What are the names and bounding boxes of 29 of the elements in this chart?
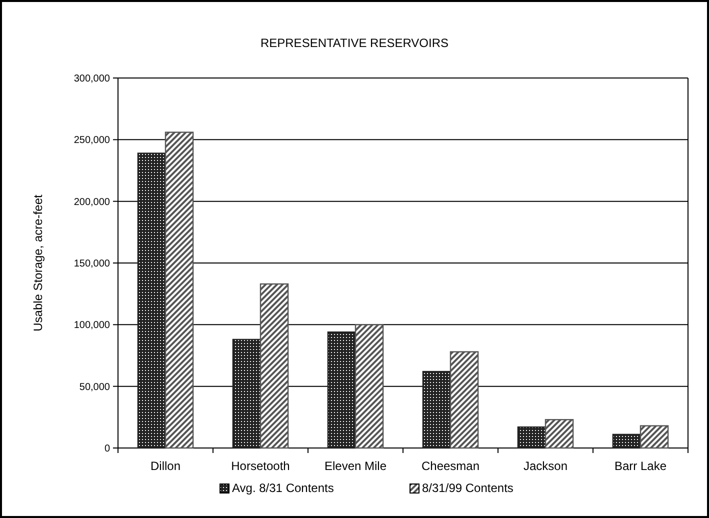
y-tick-label: 200,000: [74, 196, 110, 208]
y-tick-label: 0: [104, 444, 110, 454]
bar: [517, 426, 546, 449]
bar: [544, 419, 574, 449]
bar: [327, 331, 356, 449]
x-tick-label: Barr Lake: [614, 459, 667, 473]
legend-label: Avg. 8/31 Contents: [232, 481, 334, 495]
legend-label: 8/31/99 Contents: [422, 481, 514, 495]
bar: [164, 132, 194, 449]
y-tick-label: 100,000: [74, 320, 110, 332]
bar: [612, 434, 642, 449]
chart-title: REPRESENTATIVE RESERVOIRS: [260, 36, 449, 50]
bar: [354, 324, 384, 449]
y-tick-label: 150,000: [74, 258, 110, 270]
bar: [260, 283, 289, 449]
y-tick-label: 300,000: [74, 74, 110, 84]
x-tick-label: Cheesman: [421, 459, 480, 473]
y-tick-label: 50,000: [79, 382, 110, 393]
y-tick-label: 250,000: [74, 135, 110, 146]
bar: [137, 152, 166, 449]
bar: [232, 338, 262, 449]
x-tick-label: Jackson: [523, 459, 568, 473]
y-axis-title: Usable Storage, acre-feet: [31, 194, 45, 332]
x-tick-label: Dillon: [150, 459, 181, 473]
bar: [450, 351, 479, 449]
x-tick-label: Eleven Mile: [324, 459, 387, 473]
bar: [640, 425, 669, 449]
bar: [422, 370, 452, 449]
x-tick-label: Horsetooth: [231, 459, 290, 473]
